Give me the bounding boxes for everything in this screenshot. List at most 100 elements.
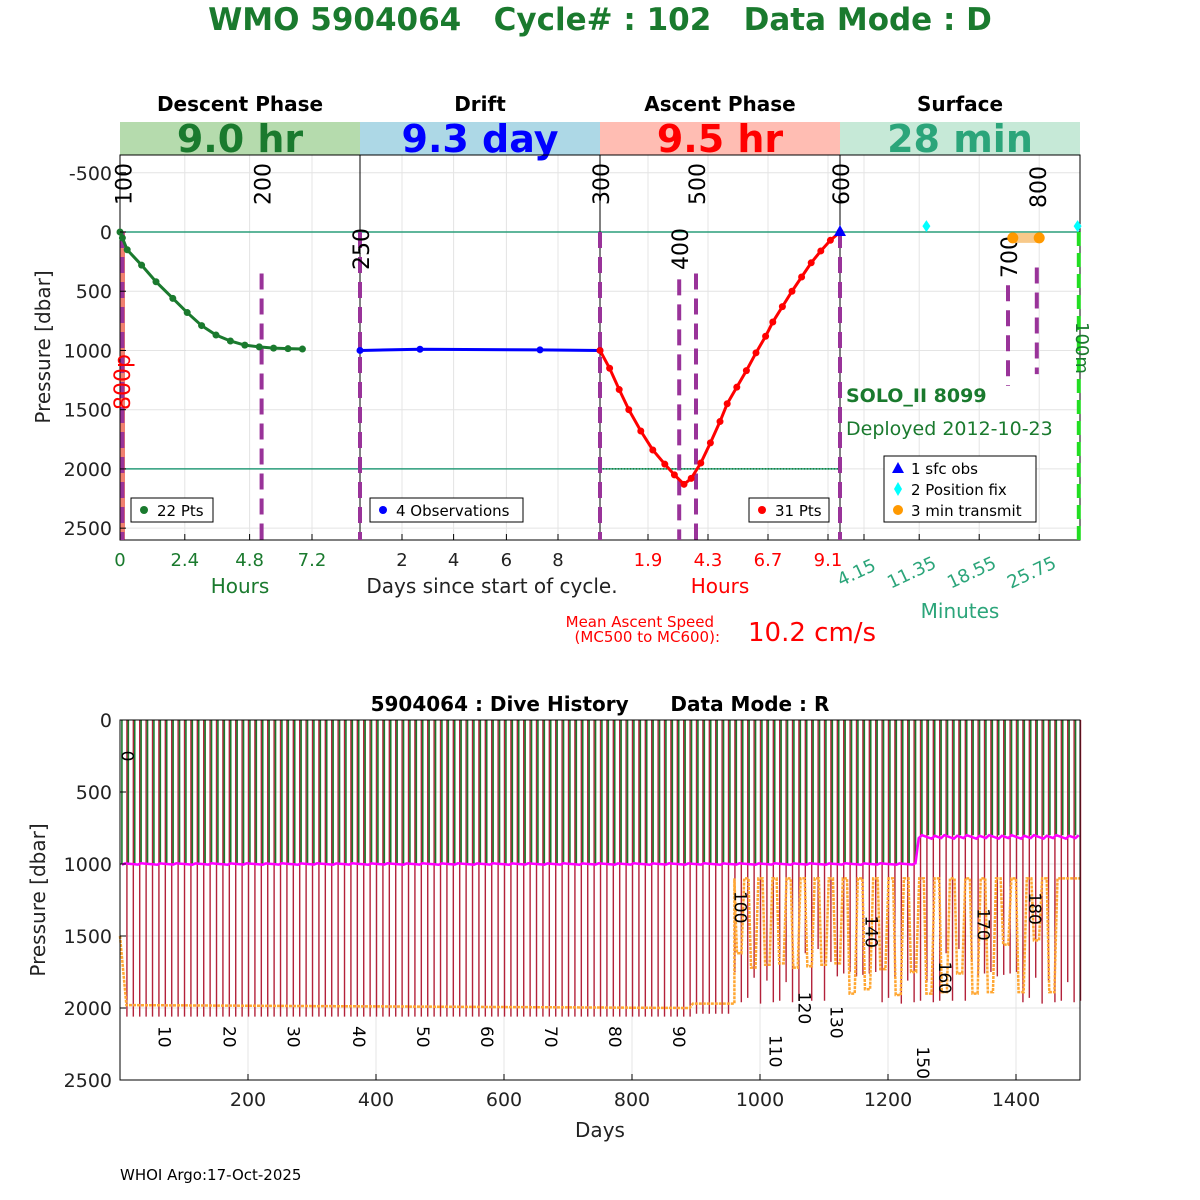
transmit-marker (1007, 232, 1019, 244)
bottom-xlabel: Days (575, 1118, 625, 1142)
cycle-label: 150 (912, 1046, 932, 1078)
top-xtick-label: 2.4 (170, 550, 199, 571)
profile-point (152, 278, 160, 286)
profile-point (169, 294, 177, 302)
profile-point (817, 247, 825, 255)
cycle-label: 180 (1024, 892, 1044, 924)
profile-point (198, 322, 206, 330)
transmit-marker (1033, 232, 1045, 244)
profile-point (536, 346, 544, 354)
top-xtick-label: 6 (501, 550, 512, 571)
top-xtick-label: 11.35 (884, 553, 940, 594)
cycle-label: 70 (540, 1026, 560, 1048)
mission-code-label: 300 (590, 163, 615, 205)
profile-point (733, 383, 741, 391)
phase-duration: 9.3 day (402, 117, 559, 161)
legend-drift-box (369, 497, 524, 523)
profile-point (615, 386, 623, 394)
top-xtick-label: 18.55 (944, 553, 1000, 594)
position-fix-marker (922, 220, 931, 233)
profile-point (637, 427, 645, 435)
profile-line-1 (359, 347, 601, 352)
cycle-label: 110 (765, 1035, 785, 1067)
top-xtick-label: 2 (396, 550, 407, 571)
profile-point (625, 406, 633, 414)
mean-ascent-label-2: (MC500 to MC600): (575, 628, 720, 646)
profile-point (241, 341, 249, 349)
sfc-obs-marker (834, 225, 846, 236)
cycle-label: 170 (973, 908, 993, 940)
profile-point (826, 236, 834, 244)
cycle-label: 20 (219, 1026, 239, 1048)
bottom-xtick-label: 800 (614, 1089, 650, 1111)
profile-point (212, 331, 220, 339)
depth-label: 100m (1071, 322, 1092, 374)
cycle-label: 60 (476, 1026, 496, 1048)
profile-point (670, 471, 678, 479)
phase-label: Descent Phase (157, 92, 323, 116)
footer-credit: WHOI Argo:17-Oct-2025 (120, 1166, 302, 1184)
profile-point (298, 345, 306, 353)
mission-code-label: 400 (669, 228, 694, 270)
profile-point (138, 261, 146, 269)
xlabel-descent: Hours (211, 574, 270, 598)
dive-cycles (121, 720, 1082, 1017)
top-xtick-label: 25.75 (1004, 553, 1060, 594)
float-model: SOLO_II 8099 (846, 385, 987, 407)
profile-point (778, 303, 786, 311)
xlabel-ascent: Hours (691, 574, 750, 598)
profile-point (226, 337, 234, 345)
page-title: WMO 5904064 Cycle# : 102 Data Mode : D (208, 2, 992, 38)
profile-point (788, 287, 796, 295)
bottom-ylabel: Pressure [dbar] (26, 823, 50, 976)
bottom-ytick-label: 1000 (64, 854, 112, 876)
profile-point (183, 309, 191, 317)
bottom-xtick-label: 1200 (864, 1089, 912, 1111)
legend-descent-marker (140, 506, 148, 514)
bottom-xtick-label: 200 (230, 1089, 266, 1111)
mission-code-label: 250 (350, 228, 375, 270)
cycle-label: 30 (283, 1026, 303, 1048)
xlabel-drift: Days since start of cycle. (366, 574, 617, 598)
top-xtick-label: 8 (552, 550, 563, 571)
top-xtick-label: 4.3 (694, 550, 723, 571)
legend-sfc-obs-marker (892, 462, 904, 473)
phase-band-0 (120, 122, 360, 155)
cycle-label: 50 (412, 1026, 432, 1048)
profile-point (606, 364, 614, 372)
park-pressure-trace (121, 833, 1080, 866)
legend-drift-marker (379, 506, 387, 514)
phase-band-1 (360, 122, 600, 155)
history-title: 5904064 : Dive History Data Mode : R (371, 692, 830, 716)
cycle-label: 40 (348, 1026, 368, 1048)
position-fix-marker (1073, 220, 1082, 233)
profile-point (807, 259, 815, 267)
xlabel-surface: Minutes (921, 599, 1000, 623)
profile-depth-trace (118, 877, 1080, 1010)
profile-point (270, 344, 278, 352)
legend-transmit-marker (893, 505, 903, 515)
legend-ascent-text: 31 Pts (775, 502, 822, 520)
legend-ascent-marker (758, 506, 766, 514)
bottom-axes-frame (119, 719, 1081, 1081)
cycle-label: 160 (934, 962, 954, 994)
top-xtick-label: 9.1 (814, 550, 843, 571)
profile-point (255, 343, 263, 351)
profile-point (798, 273, 806, 281)
top-ytick-label: 1500 (64, 400, 112, 422)
top-xtick-label: 4 (448, 550, 459, 571)
profile-point (416, 345, 424, 353)
cycle-label: 130 (825, 1006, 845, 1038)
top-ytick-label: 2500 (64, 518, 112, 540)
bottom-xtick-label: 600 (486, 1089, 522, 1111)
legend-fix-text: 2 Position fix (911, 481, 1007, 499)
top-ytick-label: 1000 (64, 340, 112, 362)
profile-point (706, 439, 714, 447)
legend-surface-box (883, 455, 1037, 523)
mission-code-label: 700 (998, 236, 1023, 278)
phase-label: Ascent Phase (644, 92, 795, 116)
bottom-ytick-label: 500 (76, 782, 112, 804)
phase-label: Drift (454, 92, 506, 116)
mean-ascent-label: Mean Ascent Speed (566, 613, 714, 631)
